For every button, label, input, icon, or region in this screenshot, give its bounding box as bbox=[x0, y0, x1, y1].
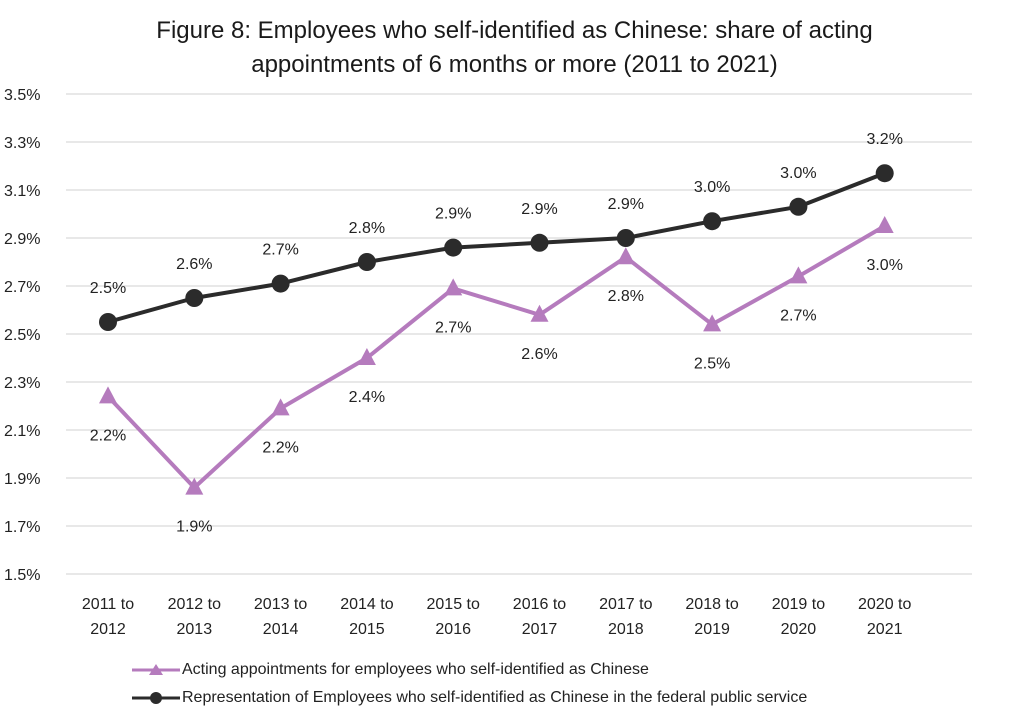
data-label: 2.6% bbox=[176, 256, 212, 273]
chart-title-line-2: appointments of 6 months or more (2011 t… bbox=[251, 51, 778, 78]
data-label: 2.7% bbox=[435, 319, 471, 336]
x-tick-label: 2017 to bbox=[599, 596, 652, 613]
y-tick-label: 3.1% bbox=[4, 183, 40, 200]
data-point-triangle bbox=[99, 386, 117, 404]
x-tick-label: 2020 to bbox=[858, 596, 911, 613]
y-tick-label: 2.1% bbox=[4, 423, 40, 440]
legend-label-representation: Representation of Employees who self-ide… bbox=[182, 689, 808, 706]
data-label: 2.9% bbox=[435, 206, 471, 223]
y-tick-label: 1.7% bbox=[4, 519, 40, 536]
x-tick-label: 2017 bbox=[522, 621, 558, 638]
legend-triangle-marker-icon bbox=[132, 664, 180, 675]
data-label: 2.4% bbox=[349, 389, 385, 406]
data-label: 3.0% bbox=[780, 165, 816, 182]
data-label: 2.2% bbox=[90, 427, 126, 444]
x-tick-label: 2013 bbox=[177, 621, 213, 638]
data-label: 2.2% bbox=[262, 439, 298, 456]
data-point-triangle bbox=[185, 477, 204, 495]
data-point-circle bbox=[789, 197, 808, 216]
x-tick-label: 2019 to bbox=[772, 596, 825, 613]
data-label: 2.5% bbox=[90, 280, 126, 297]
data-point-circle bbox=[530, 233, 549, 252]
data-point-triangle bbox=[703, 314, 722, 332]
x-tick-label: 2011 to bbox=[82, 596, 134, 613]
y-tick-label: 2.7% bbox=[4, 279, 40, 296]
data-point-circle bbox=[703, 212, 722, 231]
data-point-triangle bbox=[875, 216, 894, 233]
data-point-triangle bbox=[616, 247, 635, 265]
chart-title: Figure 8: Employees who self-identified … bbox=[0, 14, 1029, 82]
x-tick-label: 2014 to bbox=[340, 596, 393, 613]
series-line-acting bbox=[106, 224, 886, 490]
x-tick-label: 2021 bbox=[867, 621, 903, 638]
data-label: 2.9% bbox=[608, 196, 644, 213]
legend-label-acting: Acting appointments for employees who se… bbox=[182, 661, 649, 678]
y-tick-label: 1.9% bbox=[4, 471, 40, 488]
x-tick-label: 2019 bbox=[694, 621, 730, 638]
x-tick-label: 2018 to bbox=[685, 596, 738, 613]
data-point-triangle bbox=[789, 266, 808, 284]
x-tick-label: 2016 bbox=[435, 621, 471, 638]
data-label: 2.8% bbox=[349, 220, 385, 237]
data-point-circle bbox=[875, 164, 894, 183]
x-tick-label: 2020 bbox=[781, 621, 817, 638]
data-label: 3.2% bbox=[866, 131, 902, 148]
data-label: 2.8% bbox=[608, 288, 644, 305]
y-tick-label: 3.3% bbox=[4, 135, 40, 152]
x-tick-label: 2013 to bbox=[254, 596, 307, 613]
x-tick-label: 2014 bbox=[263, 621, 299, 638]
y-tick-label: 2.3% bbox=[4, 375, 40, 392]
x-tick-label: 2015 bbox=[349, 621, 385, 638]
legend-item-acting: Acting appointments for employees who se… bbox=[130, 656, 807, 684]
data-point-triangle bbox=[271, 398, 290, 416]
data-point-circle bbox=[185, 289, 204, 307]
legend-circle-marker-icon bbox=[132, 692, 180, 704]
data-label: 1.9% bbox=[176, 519, 212, 536]
legend-item-representation: Representation of Employees who self-ide… bbox=[130, 684, 807, 712]
y-tick-label: 2.5% bbox=[4, 327, 40, 344]
data-label: 2.7% bbox=[780, 307, 816, 324]
data-label: 2.9% bbox=[521, 201, 557, 218]
data-point-triangle bbox=[357, 348, 376, 365]
data-point-triangle bbox=[530, 304, 549, 322]
x-tick-label: 2012 bbox=[90, 621, 126, 638]
data-point-circle bbox=[444, 238, 463, 257]
data-point-triangle bbox=[444, 278, 463, 296]
data-label: 3.0% bbox=[694, 179, 730, 196]
x-tick-label: 2012 to bbox=[168, 596, 221, 613]
data-label: 2.5% bbox=[694, 355, 730, 372]
x-tick-label: 2016 to bbox=[513, 596, 566, 613]
legend: Acting appointments for employees who se… bbox=[130, 656, 807, 712]
series-line-representation bbox=[107, 171, 886, 324]
data-point-circle bbox=[271, 274, 290, 293]
y-tick-label: 1.5% bbox=[4, 567, 40, 584]
y-tick-label: 3.5% bbox=[4, 87, 40, 104]
data-label: 2.7% bbox=[262, 242, 298, 259]
data-label: 2.6% bbox=[521, 346, 557, 363]
data-point-circle bbox=[99, 313, 117, 331]
x-tick-label: 2018 bbox=[608, 621, 644, 638]
y-tick-label: 2.9% bbox=[4, 231, 40, 248]
x-tick-label: 2015 to bbox=[427, 596, 480, 613]
chart-title-line-1: Figure 8: Employees who self-identified … bbox=[156, 17, 873, 44]
data-point-circle bbox=[357, 253, 376, 271]
data-point-circle bbox=[616, 229, 635, 247]
data-label: 3.0% bbox=[866, 257, 902, 274]
